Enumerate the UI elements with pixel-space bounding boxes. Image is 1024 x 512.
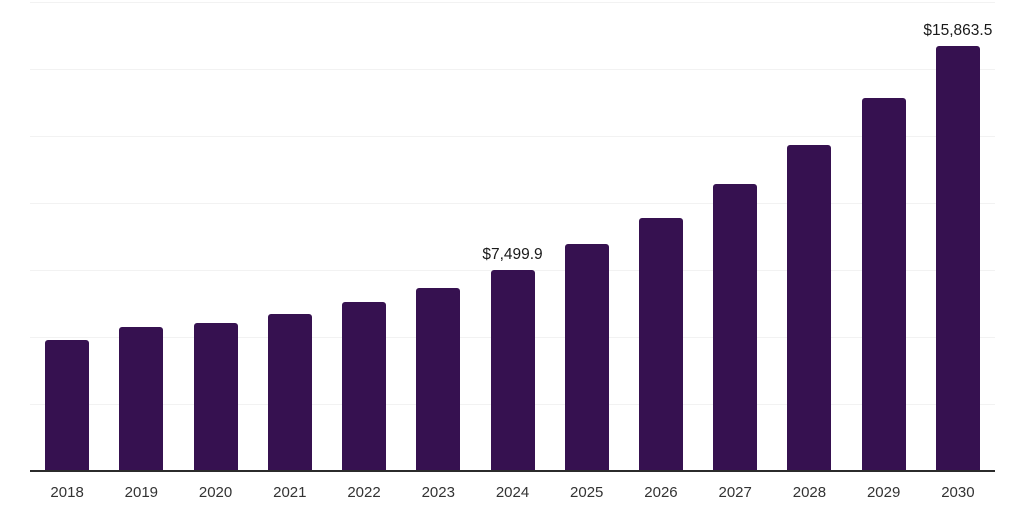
bar-2025[interactable]	[564, 244, 609, 471]
bar-2021[interactable]	[267, 313, 312, 471]
gridline	[30, 136, 995, 137]
bar-2028[interactable]	[787, 145, 832, 471]
x-tick-label-2025: 2025	[570, 484, 604, 501]
bar-2024[interactable]	[490, 270, 535, 471]
x-tick-label-2026: 2026	[644, 484, 678, 501]
bar-2029[interactable]	[861, 97, 906, 471]
x-tick-label-2023: 2023	[421, 484, 455, 501]
bar-2027[interactable]	[713, 183, 758, 471]
bar-2030[interactable]	[935, 45, 980, 471]
x-tick-label-2020: 2020	[198, 484, 233, 501]
x-tick-label-2021: 2021	[273, 484, 307, 501]
bar-2018[interactable]	[45, 340, 90, 471]
bar-2022[interactable]	[342, 302, 387, 471]
gridline	[30, 69, 995, 70]
bar-2020[interactable]	[193, 322, 238, 471]
x-tick-label-2029: 2029	[866, 484, 901, 501]
x-tick-label-2030: 2030	[941, 484, 975, 501]
x-tick-label-2028: 2028	[792, 484, 827, 501]
x-tick-label-2027: 2027	[718, 484, 752, 501]
bar-2019[interactable]	[119, 327, 164, 471]
bar-2023[interactable]	[416, 287, 461, 471]
x-tick-label-2018: 2018	[50, 484, 84, 501]
gridline	[30, 203, 995, 204]
x-tick-label-2019: 2019	[124, 484, 159, 501]
x-axis-line	[30, 470, 995, 472]
bar-value-label-2030: $15,863.5	[923, 21, 993, 39]
x-tick-label-2024: 2024	[495, 484, 530, 501]
gridline	[30, 2, 995, 3]
bar-value-label-2024: $7,499.9	[482, 246, 543, 263]
x-tick-label-2022: 2022	[347, 484, 381, 501]
bar-2026[interactable]	[638, 218, 683, 471]
